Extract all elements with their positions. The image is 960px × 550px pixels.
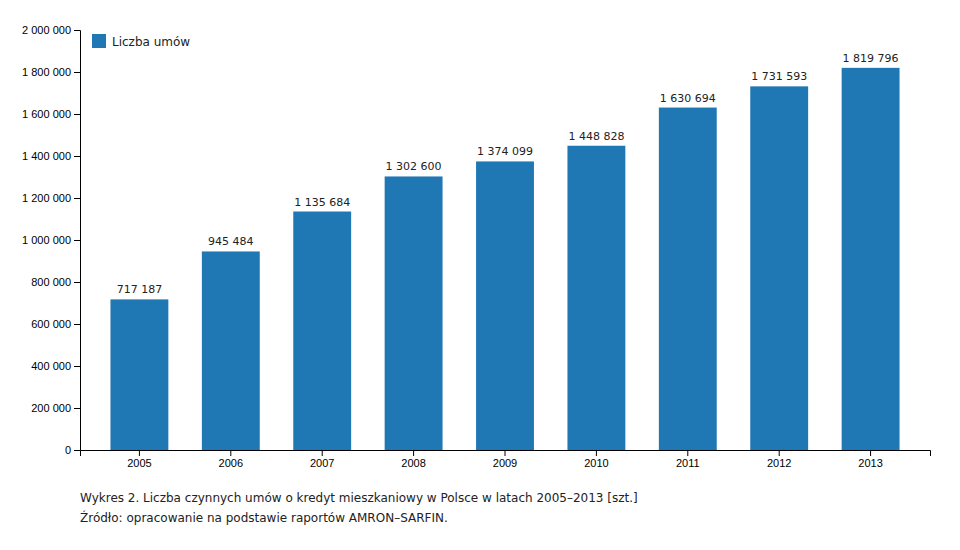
- bar: [750, 86, 808, 450]
- x-tick-mark: [322, 450, 323, 456]
- x-tick-label: 2013: [858, 457, 882, 469]
- data-label: 1 819 796: [843, 52, 899, 65]
- plot: 0 200 000 400 000 600 000 800 000 1 000 000 1 …: [22, 24, 930, 469]
- x-tick: 2013: [858, 450, 882, 469]
- x-tick-mark: [413, 450, 414, 456]
- bar: [659, 108, 717, 450]
- legend: Liczba umów: [92, 34, 190, 49]
- chart: 0 200 000 400 000 600 000 800 000 1 000 000 1 …: [0, 0, 960, 550]
- data-label: 717 187: [117, 283, 162, 296]
- y-tick-mark: [74, 366, 80, 367]
- caption: Wykres 2. Liczba czynnych umów o kredyt …: [80, 491, 638, 505]
- y-tick-label: 1 400 000: [22, 150, 71, 162]
- x-tick-mark: [687, 450, 688, 456]
- x-tick-mark: [779, 450, 780, 456]
- x-tick-label: 2005: [127, 457, 151, 469]
- y-tick: 1 000 000: [22, 234, 80, 246]
- data-label: 1 630 694: [660, 92, 716, 105]
- y-axis: 0 200 000 400 000 600 000 800 000 1 000 000 1 …: [22, 24, 80, 456]
- data-label: 1 374 099: [477, 145, 533, 158]
- x-tick-label: 2009: [493, 457, 517, 469]
- data-label: 1 302 600: [386, 160, 442, 173]
- y-tick-mark: [74, 156, 80, 157]
- y-tick-mark: [74, 72, 80, 73]
- x-tick: 2006: [219, 450, 243, 469]
- y-tick-label: 2 000 000: [22, 24, 71, 36]
- x-axis: 2005 2006 2007 2008 2009 2010 2011 2012 2013: [81, 450, 931, 469]
- x-tick: 2005: [127, 450, 151, 469]
- x-tick-mark: [139, 450, 140, 456]
- y-tick-label: 1 200 000: [22, 192, 71, 204]
- x-tick-label: 2007: [310, 457, 334, 469]
- legend-swatch: [92, 34, 106, 48]
- y-tick: 1 800 000: [22, 66, 80, 78]
- x-tick-mark: [596, 450, 597, 456]
- bar: [110, 299, 168, 450]
- y-tick: 600 000: [31, 318, 80, 330]
- x-tick-mark: [870, 450, 871, 456]
- data-labels: 717 187 945 484 1 135 684 1 302 600 1 374 09…: [117, 52, 899, 297]
- y-tick: 2 000 000: [22, 24, 80, 36]
- y-tick-label: 1 600 000: [22, 108, 71, 120]
- bar: [476, 161, 534, 450]
- y-tick-label: 1 800 000: [22, 66, 71, 78]
- x-axis-line: [81, 451, 931, 457]
- y-tick: 1 600 000: [22, 108, 80, 120]
- data-label: 1 448 828: [568, 130, 624, 143]
- caption: Źródło: opracowanie na podstawie raportó…: [80, 510, 448, 525]
- y-tick-label: 800 000: [31, 276, 71, 288]
- bar: [202, 251, 260, 450]
- data-label: 945 484: [208, 235, 254, 248]
- y-tick: 800 000: [31, 276, 80, 288]
- x-tick-label: 2008: [401, 457, 425, 469]
- y-tick: 1 400 000: [22, 150, 80, 162]
- y-tick: 0: [65, 444, 80, 456]
- y-tick-mark: [74, 198, 80, 199]
- bar: [842, 68, 900, 450]
- bars: [110, 68, 899, 450]
- y-tick-label: 1 000 000: [22, 234, 71, 246]
- y-tick: 400 000: [31, 360, 80, 372]
- bar: [567, 146, 625, 450]
- data-label: 1 135 684: [294, 196, 350, 209]
- x-tick-label: 2006: [219, 457, 243, 469]
- data-label: 1 731 593: [751, 70, 807, 83]
- y-axis-line: [74, 31, 81, 451]
- captions: Wykres 2. Liczba czynnych umów o kredyt …: [80, 491, 638, 525]
- x-tick-mark: [505, 450, 506, 456]
- legend-item: Liczba umów: [92, 34, 190, 49]
- x-tick-label: 2011: [676, 457, 700, 469]
- x-tick: 2012: [767, 450, 791, 469]
- x-tick: 2007: [310, 450, 334, 469]
- y-tick: 200 000: [31, 402, 80, 414]
- x-tick: 2010: [584, 450, 608, 469]
- x-tick: 2008: [401, 450, 425, 469]
- y-tick: 1 200 000: [22, 192, 80, 204]
- y-tick-label: 600 000: [31, 318, 71, 330]
- bar: [293, 212, 351, 450]
- y-tick-mark: [74, 282, 80, 283]
- y-tick-mark: [74, 114, 80, 115]
- y-tick-mark: [74, 30, 80, 31]
- x-tick: 2009: [493, 450, 517, 469]
- y-tick-label: 400 000: [31, 360, 71, 372]
- legend-label: Liczba umów: [112, 35, 190, 49]
- x-tick: 2011: [676, 450, 700, 469]
- x-tick-label: 2010: [584, 457, 608, 469]
- y-tick-mark: [74, 408, 80, 409]
- y-tick-mark: [74, 324, 80, 325]
- y-tick-label: 0: [65, 444, 71, 456]
- x-tick-label: 2012: [767, 457, 791, 469]
- y-tick-mark: [74, 450, 80, 451]
- y-tick-label: 200 000: [31, 402, 71, 414]
- y-tick-mark: [74, 240, 80, 241]
- bar: [385, 176, 443, 450]
- x-tick-mark: [230, 450, 231, 456]
